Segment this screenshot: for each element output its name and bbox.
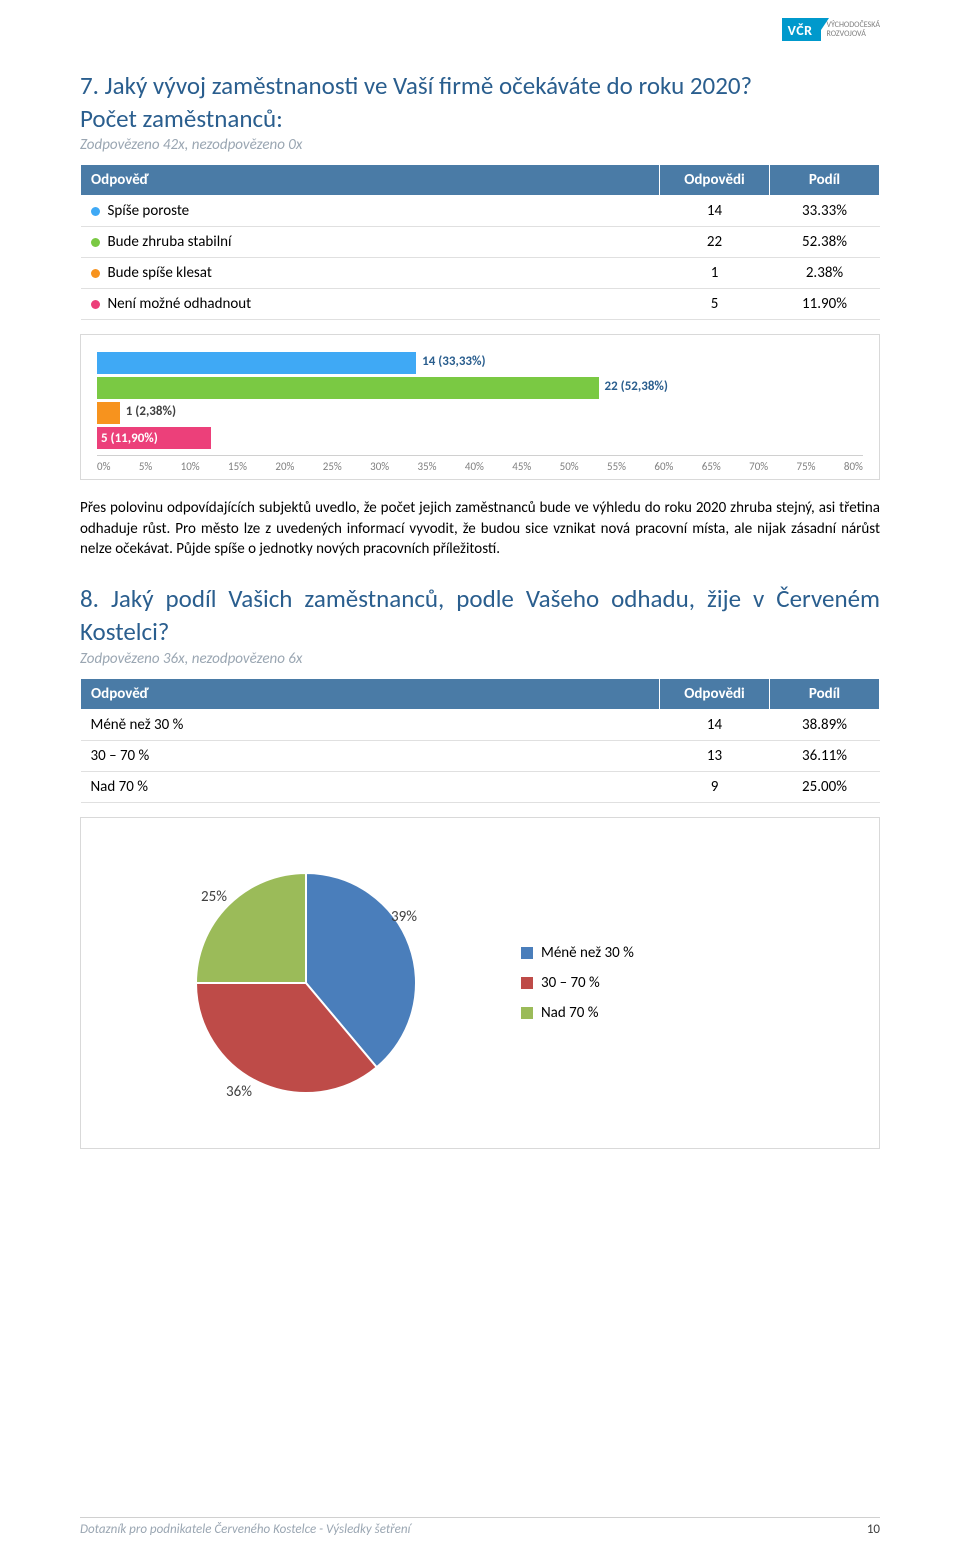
axis-tick: 65% [702,460,721,473]
bar-label: 14 (33,33%) [422,354,485,369]
axis-tick: 60% [654,460,673,473]
axis-tick: 0% [97,460,110,473]
bar-label: 1 (2,38%) [126,404,176,419]
axis-tick: 30% [370,460,389,473]
dot-icon [91,300,100,309]
axis-tick: 25% [323,460,342,473]
legend-item: Méně než 30 % [521,944,634,962]
axis-tick: 50% [560,460,579,473]
legend-item: Nad 70 % [521,1004,634,1022]
q7-paragraph: Přes polovinu odpovídajících subjektů uv… [80,498,880,559]
bar-label: 5 (11,90%) [97,431,158,446]
dot-icon [91,269,100,278]
dot-icon [91,207,100,216]
pie-wrap: 39% 36% 25% [171,848,441,1118]
q8-respond-note: Zodpovězeno 36x, nezodpovězeno 6x [80,650,880,668]
legend-label: 30 – 70 % [541,974,600,992]
axis-tick: 75% [797,460,816,473]
logo: VČR VÝCHODOČESKÁ ROZVOJOVÁ [782,18,880,41]
q8-th-count: Odpovědi [660,679,770,710]
table-row: Bude zhruba stabilní2252.38% [81,227,880,258]
q7-barchart: 14 (33,33%) 22 (52,38%) 1 (2,38%) 5 (11,90%… [80,334,880,480]
axis-tick: 80% [844,460,863,473]
table-row: Méně než 30 %1438.89% [81,710,880,741]
legend-item: 30 – 70 % [521,974,634,992]
axis-tick: 55% [607,460,626,473]
table-row: Není možné odhadnout511.90% [81,289,880,320]
q8-th-share: Podíl [770,679,880,710]
footer: Dotazník pro podnikatele Červeného Koste… [80,1517,880,1537]
bar-row: 14 (33,33%) [97,352,863,374]
table-row: Spíše poroste1433.33% [81,196,880,227]
q7-respond-note: Zodpovězeno 42x, nezodpovězeno 0x [80,136,880,154]
pie-label-39: 39% [391,908,417,926]
legend-label: Méně než 30 % [541,944,634,962]
q7-th-answer: Odpověď [81,165,660,196]
legend-swatch [521,1007,533,1019]
q7-table: Odpověď Odpovědi Podíl Spíše poroste1433… [80,164,880,320]
table-row: 30 – 70 %1336.11% [81,741,880,772]
bar-row: 1 (2,38%) [97,402,863,424]
footer-text: Dotazník pro podnikatele Červeného Koste… [80,1522,411,1537]
axis-tick: 10% [181,460,200,473]
axis-tick: 15% [228,460,247,473]
footer-page: 10 [867,1522,880,1537]
q7-th-share: Podíl [770,165,880,196]
q8-title: 8. Jaký podíl Vašich zaměstnanců, podle … [80,583,880,648]
axis-tick: 5% [139,460,152,473]
axis-tick: 40% [465,460,484,473]
axis-tick: 20% [275,460,294,473]
q8-piechart: 39% 36% 25% Méně než 30 % 30 – 70 % Nad 70… [80,817,880,1149]
pie-label-25: 25% [201,888,227,906]
table-row: Bude spíše klesat12.38% [81,258,880,289]
q7-title: 7. Jaký vývoj zaměstnanosti ve Vaší firm… [80,70,880,101]
legend-swatch [521,977,533,989]
q7-th-count: Odpovědi [660,165,770,196]
legend-label: Nad 70 % [541,1004,598,1022]
table-row: Nad 70 %925.00% [81,772,880,803]
q8-table: Odpověď Odpovědi Podíl Méně než 30 %1438… [80,678,880,803]
legend-swatch [521,947,533,959]
axis-tick: 35% [418,460,437,473]
bar-row: 5 (11,90%) [97,427,863,449]
pie-legend: Méně než 30 % 30 – 70 % Nad 70 % [521,932,634,1034]
q7-axis: 0% 5% 10% 15% 20% 25% 30% 35% 40% 45% 50% 55% 60% 65%… [97,455,863,473]
q8-th-answer: Odpověď [81,679,660,710]
logo-abbr: VČR [782,18,821,41]
bar-label: 22 (52,38%) [605,379,668,394]
q7-subtitle: Počet zaměstnanců: [80,103,880,134]
logo-subtitle: VÝCHODOČESKÁ ROZVOJOVÁ [827,21,881,39]
pie-label-36: 36% [226,1083,252,1101]
bar-row: 22 (52,38%) [97,377,863,399]
axis-tick: 70% [749,460,768,473]
dot-icon [91,238,100,247]
axis-tick: 45% [512,460,531,473]
